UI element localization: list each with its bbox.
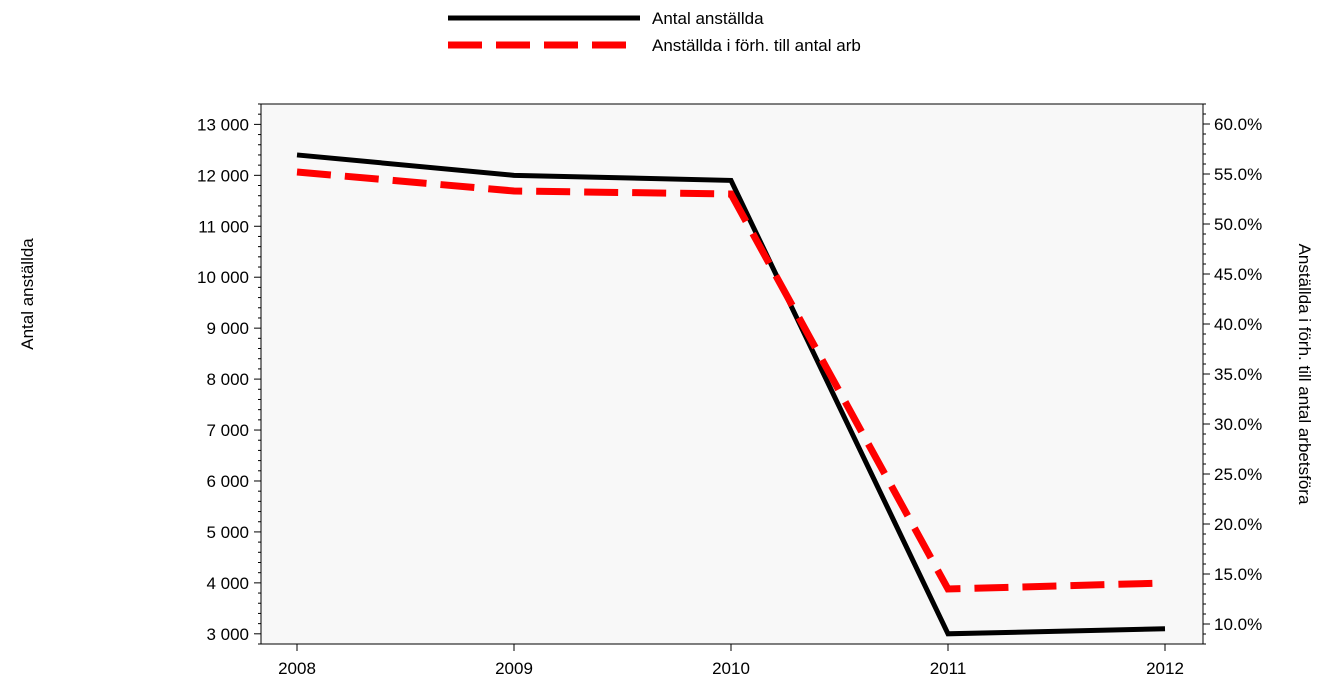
legend: Antal anställda Anställda i förh. till an…: [448, 9, 861, 55]
right-axis: 10.0% 15.0% 20.0% 25.0% 30.0% 35.0% 40.0% 45.0%…: [1203, 104, 1262, 644]
y-right-tick-label: 45.0%: [1214, 265, 1262, 284]
y-right-tick-label: 50.0%: [1214, 215, 1262, 234]
x-tick-label: 2011: [930, 659, 967, 678]
y-left-tick-label: 4 000: [206, 574, 249, 593]
y-right-tick-label: 10.0%: [1214, 615, 1262, 634]
y-left-tick-label: 13 000: [197, 115, 249, 134]
x-axis: 2008 2009 2010 2011 2012: [278, 644, 1184, 678]
legend-label-2: Anställda i förh. till antal arb: [652, 36, 861, 55]
y-right-tick-label: 25.0%: [1214, 465, 1262, 484]
x-tick-label: 2008: [278, 659, 316, 678]
y-left-tick-label: 10 000: [197, 268, 249, 287]
y-left-tick-label: 8 000: [206, 370, 249, 389]
x-tick-label: 2009: [495, 659, 533, 678]
y-right-tick-label: 60.0%: [1214, 115, 1262, 134]
y-left-axis-title: Antal anställda: [18, 238, 37, 350]
y-left-tick-label: 9 000: [206, 319, 249, 338]
y-left-tick-label: 12 000: [197, 166, 249, 185]
y-left-tick-label: 3 000: [206, 625, 249, 644]
y-right-tick-label: 20.0%: [1214, 515, 1262, 534]
x-tick-label: 2010: [712, 659, 750, 678]
x-tick-label: 2012: [1146, 659, 1184, 678]
y-left-tick-label: 6 000: [206, 472, 249, 491]
y-right-axis-title: Anställda i förh. till antal arbetsföra: [1295, 244, 1314, 505]
y-left-tick-label: 5 000: [206, 523, 249, 542]
y-right-tick-label: 15.0%: [1214, 565, 1262, 584]
legend-label-1: Antal anställda: [652, 9, 764, 28]
y-right-tick-label: 40.0%: [1214, 315, 1262, 334]
y-right-tick-label: 30.0%: [1214, 415, 1262, 434]
y-left-tick-label: 7 000: [206, 421, 249, 440]
left-axis: 3 000 4 000 5 000 6 000 7 000 8 000 9 000 10 00…: [197, 104, 261, 644]
y-right-tick-label: 35.0%: [1214, 365, 1262, 384]
y-right-tick-label: 55.0%: [1214, 165, 1262, 184]
y-left-tick-label: 11 000: [198, 217, 249, 236]
